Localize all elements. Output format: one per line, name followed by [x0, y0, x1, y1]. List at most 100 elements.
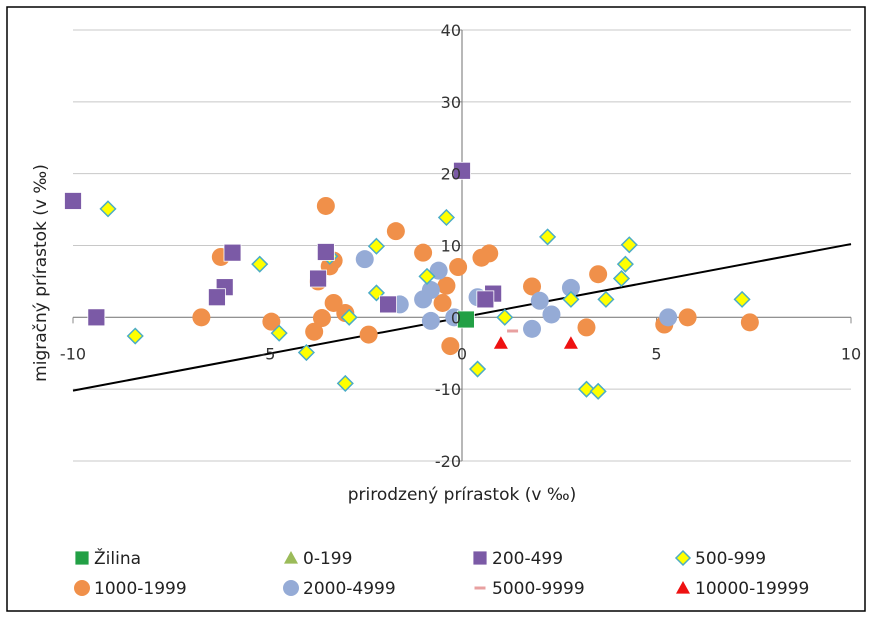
legend-item: 1000-1999: [74, 579, 187, 599]
data-point: [616, 255, 634, 273]
legend-item: 10000-19999: [676, 579, 809, 599]
legend-marker: [283, 580, 299, 596]
data-point: [305, 322, 324, 341]
data-point: [612, 269, 631, 288]
data-point: [355, 250, 374, 269]
series-200-499: [64, 161, 503, 327]
data-point: [324, 293, 343, 312]
legend-label: 10000-19999: [695, 579, 809, 599]
legend-label: 2000-4999: [303, 579, 396, 599]
data-point: [468, 360, 487, 378]
data-point: [530, 291, 549, 310]
data-point: [87, 308, 106, 327]
legend-item: Žilina: [74, 547, 141, 569]
x-tick-label: 0: [457, 344, 467, 363]
chart-border: [6, 6, 866, 612]
legend-label: 200-499: [492, 549, 563, 569]
legend-label: Žilina: [94, 547, 141, 569]
data-point: [309, 269, 327, 288]
data-point: [312, 309, 331, 328]
y-axis-title: migračný prírastok (v ‰): [31, 164, 51, 382]
legend-marker: [74, 580, 90, 596]
legend-item: 5000-9999: [474, 579, 585, 599]
legend-marker: [74, 550, 90, 566]
legend-label: 5000-9999: [492, 579, 585, 599]
data-point: [126, 327, 144, 345]
data-point: [577, 380, 596, 398]
data-point: [493, 336, 508, 349]
data-point: [262, 312, 281, 331]
data-point: [359, 325, 378, 344]
legend-item: 0-199: [284, 549, 352, 569]
data-point: [340, 308, 358, 326]
data-point: [449, 258, 468, 277]
legend-marker: [676, 581, 690, 594]
data-point: [561, 278, 580, 297]
data-point: [379, 295, 397, 314]
data-point: [336, 374, 354, 392]
legend-item: 200-499: [472, 549, 563, 569]
data-point: [437, 276, 456, 295]
data-point: [597, 290, 615, 308]
series-Žilina: [456, 310, 475, 329]
series-500-999: [99, 200, 751, 400]
series-5000-9999: [507, 329, 519, 333]
data-point: [270, 324, 288, 342]
data-point: [441, 337, 460, 356]
data-point: [476, 290, 495, 309]
data-point: [99, 200, 117, 218]
data-point: [507, 329, 519, 333]
data-point: [223, 243, 242, 262]
x-tick-label: -10: [60, 344, 86, 363]
y-tick-label: -10: [435, 380, 461, 399]
data-point: [192, 308, 211, 327]
data-point: [297, 343, 315, 362]
data-point: [563, 336, 578, 349]
data-point: [386, 222, 405, 241]
y-tick-label: -20: [435, 452, 461, 471]
data-point: [589, 265, 608, 284]
data-point: [480, 244, 499, 263]
points-layer: [64, 161, 759, 400]
data-point: [659, 308, 678, 327]
tick-label-layer: -10 -5 0 5 10 -20 -10 0 10 20 30 40: [60, 21, 861, 471]
x-tick-label: -5: [260, 344, 276, 363]
data-point: [456, 310, 475, 329]
legend-label: 1000-1999: [94, 579, 187, 599]
y-tick-label: 30: [441, 93, 461, 112]
data-point: [251, 255, 269, 273]
series-10000-19999: [493, 336, 578, 349]
data-point: [64, 192, 82, 210]
data-point: [542, 305, 561, 324]
data-point: [733, 290, 751, 308]
data-point: [418, 267, 436, 285]
x-tick-label: 10: [841, 344, 861, 363]
legend-item: 2000-4999: [283, 579, 396, 599]
legend-label: 0-199: [303, 549, 352, 569]
data-point: [523, 277, 542, 296]
y-tick-label: 20: [441, 165, 461, 184]
legend: Žilina 0-199 200-499 500-999 1000-1999 2000-4…: [74, 547, 809, 599]
legend-marker: [472, 550, 488, 566]
data-point: [740, 313, 759, 332]
data-point: [208, 288, 226, 307]
data-point: [421, 311, 440, 330]
data-point: [620, 236, 638, 254]
data-point: [433, 293, 452, 312]
x-tick-label: 5: [651, 344, 661, 363]
legend-marker: [674, 549, 692, 567]
y-tick-label: 10: [441, 237, 461, 256]
data-point: [577, 318, 596, 337]
data-point: [316, 243, 335, 261]
legend-label: 500-999: [695, 549, 766, 569]
data-point: [496, 308, 514, 326]
data-point: [562, 290, 580, 308]
data-point: [421, 281, 440, 300]
y-tick-label: 40: [441, 21, 461, 40]
x-axis-title: prirodzený prírastok (v ‰): [348, 485, 577, 505]
legend-marker: [284, 551, 298, 564]
data-point: [367, 237, 385, 255]
data-point: [589, 382, 607, 400]
